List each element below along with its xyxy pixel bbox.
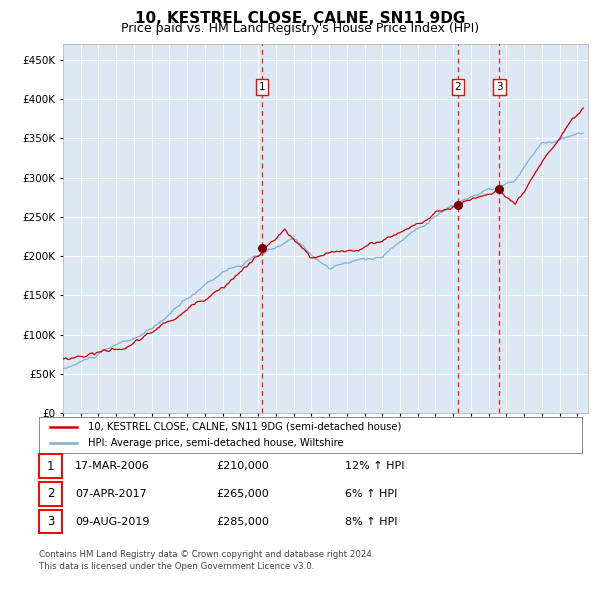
Text: 07-APR-2017: 07-APR-2017 bbox=[75, 489, 147, 499]
Text: 17-MAR-2006: 17-MAR-2006 bbox=[75, 461, 150, 471]
Text: HPI: Average price, semi-detached house, Wiltshire: HPI: Average price, semi-detached house,… bbox=[88, 438, 343, 448]
Text: 2: 2 bbox=[47, 487, 54, 500]
Text: Contains HM Land Registry data © Crown copyright and database right 2024.: Contains HM Land Registry data © Crown c… bbox=[39, 550, 374, 559]
Text: 10, KESTREL CLOSE, CALNE, SN11 9DG: 10, KESTREL CLOSE, CALNE, SN11 9DG bbox=[135, 11, 465, 25]
Text: £210,000: £210,000 bbox=[216, 461, 269, 471]
Text: Price paid vs. HM Land Registry's House Price Index (HPI): Price paid vs. HM Land Registry's House … bbox=[121, 22, 479, 35]
Text: 3: 3 bbox=[47, 515, 54, 528]
Text: 3: 3 bbox=[496, 83, 503, 93]
Text: 2: 2 bbox=[455, 83, 461, 93]
Text: 09-AUG-2019: 09-AUG-2019 bbox=[75, 517, 149, 526]
Text: 1: 1 bbox=[47, 460, 54, 473]
Text: 1: 1 bbox=[259, 83, 265, 93]
Text: 10, KESTREL CLOSE, CALNE, SN11 9DG (semi-detached house): 10, KESTREL CLOSE, CALNE, SN11 9DG (semi… bbox=[88, 422, 401, 432]
Text: 12% ↑ HPI: 12% ↑ HPI bbox=[345, 461, 404, 471]
Text: 6% ↑ HPI: 6% ↑ HPI bbox=[345, 489, 397, 499]
Text: £265,000: £265,000 bbox=[216, 489, 269, 499]
Text: This data is licensed under the Open Government Licence v3.0.: This data is licensed under the Open Gov… bbox=[39, 562, 314, 571]
Text: £285,000: £285,000 bbox=[216, 517, 269, 526]
Text: 8% ↑ HPI: 8% ↑ HPI bbox=[345, 517, 398, 526]
